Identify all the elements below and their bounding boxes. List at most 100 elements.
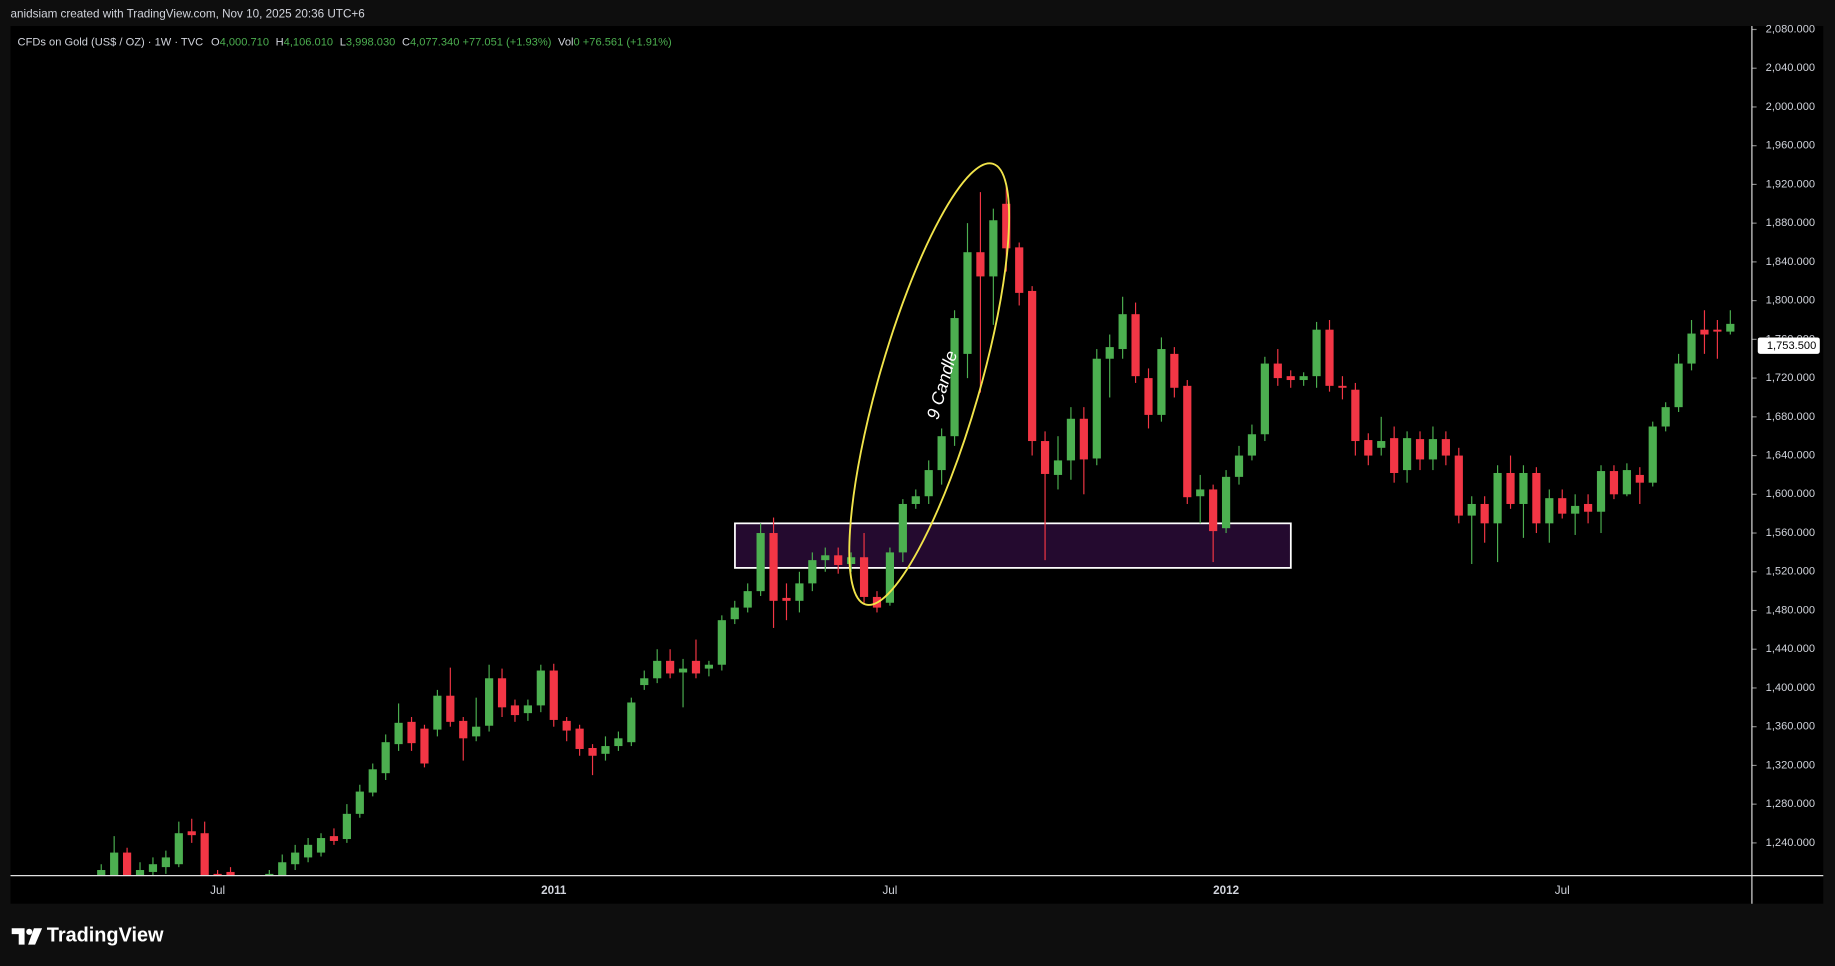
candle-body xyxy=(859,557,869,597)
candle-body xyxy=(1571,505,1580,514)
candle-body xyxy=(1286,376,1295,381)
h-label: H xyxy=(276,36,284,48)
candle-body xyxy=(394,722,403,745)
candle-body xyxy=(122,852,132,876)
candle-body xyxy=(1726,323,1735,332)
candle-body xyxy=(847,557,856,565)
candle-body xyxy=(1299,376,1308,381)
candle-body xyxy=(497,678,507,708)
candle-body xyxy=(653,660,662,679)
candle-body xyxy=(717,620,726,665)
candle-body xyxy=(1170,353,1179,388)
candle-body xyxy=(601,746,610,754)
candle-body xyxy=(1545,498,1554,524)
candle-body xyxy=(937,436,946,471)
candle-body xyxy=(213,873,222,876)
candle-body xyxy=(1583,503,1593,512)
candle-body xyxy=(562,720,571,731)
candle-body xyxy=(1609,471,1619,495)
candle-body xyxy=(485,678,494,726)
y-tick-label: 1,480.000 xyxy=(1766,604,1815,616)
candle-body xyxy=(588,748,597,756)
candle-body xyxy=(446,695,455,722)
candle-body xyxy=(1144,378,1153,415)
y-tick-label: 1,440.000 xyxy=(1766,643,1815,655)
candle-body xyxy=(730,607,739,620)
candle-body xyxy=(355,791,364,814)
h-value: 4,106.010 xyxy=(284,36,333,48)
y-tick-label: 1,400.000 xyxy=(1766,682,1815,694)
candle-body xyxy=(1713,329,1722,332)
c-value: 4,077.340 xyxy=(410,36,459,48)
logo-dot xyxy=(26,928,33,935)
candle-body xyxy=(1015,247,1024,293)
candle-body xyxy=(472,726,481,737)
y-tick-label: 1,360.000 xyxy=(1766,721,1815,733)
candle-body xyxy=(678,668,688,673)
candle-body xyxy=(911,496,920,504)
candle-body xyxy=(433,695,442,730)
candle-body xyxy=(782,597,791,601)
candle-body xyxy=(1402,438,1412,471)
candle-body xyxy=(795,583,804,601)
candle-body xyxy=(1221,476,1231,529)
l-label: L xyxy=(340,36,346,48)
candle-body xyxy=(1596,471,1606,512)
candle-body xyxy=(1519,472,1528,504)
candle-body xyxy=(963,252,972,354)
change: +77.051 (+1.93%) xyxy=(463,36,552,48)
candle-body xyxy=(1415,439,1425,460)
x-tick-label: 2012 xyxy=(1213,884,1240,897)
candle-body xyxy=(1053,460,1063,475)
y-tick-label: 1,880.000 xyxy=(1766,217,1815,229)
y-tick-label: 1,920.000 xyxy=(1766,178,1815,190)
candle-body xyxy=(989,220,998,277)
y-tick-label: 1,280.000 xyxy=(1766,798,1815,810)
legend: CFDs on Gold (US$ / OZ) · 1W · TVC O4,00… xyxy=(18,36,672,48)
candle-body xyxy=(381,742,390,774)
candle-body xyxy=(368,769,377,793)
last-price-label: 1,753.500 xyxy=(1767,340,1816,352)
candle-body xyxy=(1648,426,1657,483)
candle-body xyxy=(1066,418,1076,461)
candle-body xyxy=(1674,363,1683,408)
candle-body xyxy=(924,470,933,497)
candle-body xyxy=(1247,434,1257,456)
y-tick-label: 2,080.000 xyxy=(1766,23,1815,35)
candle-body xyxy=(523,705,532,714)
l-value: 3,998.030 xyxy=(346,36,395,48)
candle-body xyxy=(174,833,183,865)
candle-body xyxy=(1351,389,1360,442)
candle-body xyxy=(614,738,623,747)
y-tick-label: 1,840.000 xyxy=(1766,256,1815,268)
candle-body xyxy=(135,870,145,876)
candle-body xyxy=(291,852,300,865)
candle-body xyxy=(834,555,843,565)
candle-body xyxy=(1493,472,1502,524)
y-tick-label: 2,000.000 xyxy=(1766,101,1815,113)
candle-body xyxy=(1480,503,1489,524)
candle-body xyxy=(549,670,558,720)
candle-body xyxy=(97,870,106,876)
c-label: C xyxy=(402,36,410,48)
x-tick-label: Jul xyxy=(882,884,897,897)
candle-body xyxy=(1622,470,1631,495)
candle-body xyxy=(821,555,830,561)
candle-body xyxy=(976,252,985,277)
y-tick-label: 1,560.000 xyxy=(1766,527,1815,539)
vol-value: 0 xyxy=(574,36,580,48)
candle-body xyxy=(304,844,313,858)
y-tick-label: 1,720.000 xyxy=(1766,372,1815,384)
candle-body xyxy=(1157,349,1166,415)
candle-body xyxy=(226,871,235,876)
candle-body xyxy=(1467,503,1476,516)
candle-body xyxy=(1092,358,1101,459)
y-tick-label: 1,680.000 xyxy=(1766,411,1815,423)
y-tick-label: 1,320.000 xyxy=(1766,759,1815,771)
candle-body xyxy=(756,533,765,592)
candle-body xyxy=(1183,385,1192,498)
candle-body xyxy=(1338,385,1347,388)
y-tick-label: 1,600.000 xyxy=(1766,488,1815,500)
y-tick-label: 1,640.000 xyxy=(1766,449,1815,461)
